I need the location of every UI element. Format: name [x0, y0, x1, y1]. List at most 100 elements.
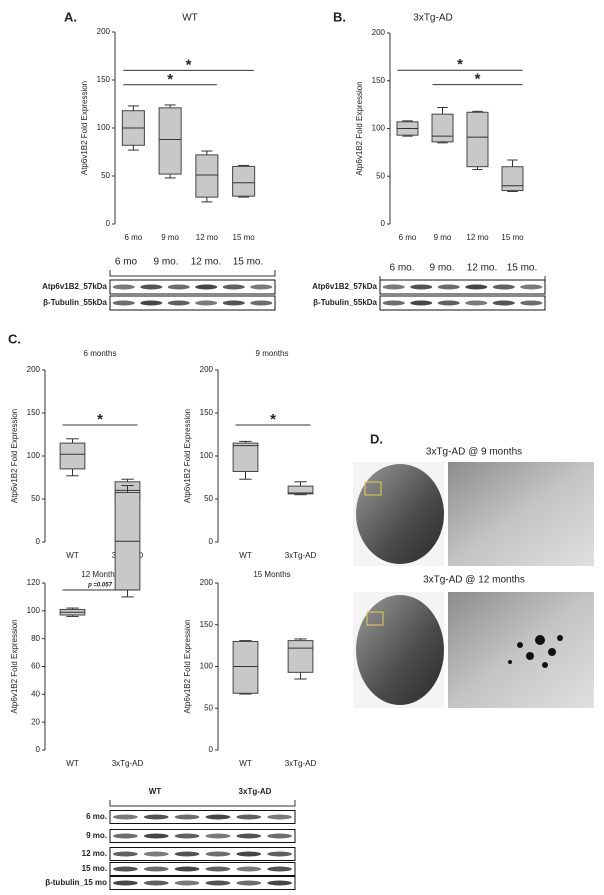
blot-band — [410, 300, 433, 306]
blot-band — [113, 833, 138, 839]
significance-label: * — [186, 56, 192, 73]
blot-band — [250, 300, 273, 306]
blot-band — [267, 880, 292, 886]
y-tick-label: 150 — [372, 76, 386, 85]
blot-band — [437, 300, 460, 306]
y-tick-label: 0 — [381, 219, 386, 228]
lane-label: 15 mo. — [507, 263, 538, 274]
y-tick-label: 150 — [97, 75, 111, 84]
blot-band — [143, 851, 169, 857]
blot-strip — [109, 829, 296, 843]
x-tick-label: 15 mo — [501, 233, 524, 242]
y-tick-label: 100 — [372, 124, 386, 133]
row-label: 12 mo. — [82, 849, 107, 858]
blot-band — [465, 284, 488, 290]
zoom-image — [448, 462, 594, 566]
y-tick-label: 0 — [106, 219, 111, 228]
y-tick-label: 200 — [200, 365, 214, 374]
box — [59, 442, 86, 470]
blot-strip — [109, 810, 296, 824]
blot-band — [267, 814, 292, 820]
y-tick-label: 80 — [31, 634, 40, 643]
panel-label: B. — [333, 9, 346, 24]
y-tick-label: 150 — [27, 408, 41, 417]
x-tick-label: 6 mo — [124, 233, 142, 242]
x-tick-label: WT — [239, 551, 252, 560]
significance-label: p =0.057 — [87, 583, 113, 589]
blot-band — [195, 284, 218, 290]
blot-band — [236, 866, 262, 872]
box — [466, 111, 489, 168]
x-tick-label: 6 mo — [399, 233, 417, 242]
box — [501, 166, 524, 192]
blot-band — [382, 300, 405, 306]
blot-band — [143, 833, 169, 839]
box — [232, 442, 259, 472]
blot-band — [167, 300, 190, 306]
blot-band — [222, 284, 245, 290]
significance-label: * — [457, 56, 463, 73]
image-title: 3xTg-AD @ 9 months — [426, 447, 522, 458]
lane-label: 6 mo — [115, 257, 138, 268]
box — [158, 107, 182, 175]
row-label: 15 mo. — [82, 864, 107, 873]
y-axis-label: Atp6v1B2 Fold Expression — [183, 409, 192, 503]
blot-band — [195, 300, 218, 306]
lane-label: 9 mo. — [153, 257, 178, 268]
row-label: 9 mo. — [86, 831, 107, 840]
panel-label: D. — [370, 431, 383, 446]
x-tick-label: WT — [66, 551, 79, 560]
blot-band — [410, 284, 433, 290]
x-tick-label: 15 mo — [233, 233, 256, 242]
lane-bracket — [109, 800, 296, 807]
blot-band — [205, 814, 231, 820]
y-tick-label: 50 — [376, 171, 385, 180]
x-tick-label: 12 mo — [196, 233, 219, 242]
blot-band — [143, 866, 169, 872]
significance-label: * — [167, 71, 173, 88]
blot-band — [112, 300, 135, 306]
x-tick-label: WT — [66, 759, 79, 768]
blot-band — [140, 300, 163, 306]
blot-band — [174, 880, 200, 886]
y-axis-label: Atp6v1B2 Fold Expression — [183, 619, 192, 713]
y-tick-label: 40 — [31, 689, 40, 698]
blot-band — [520, 284, 543, 290]
blot-band — [113, 851, 138, 857]
x-tick-label: 3xTg-AD — [285, 551, 317, 560]
y-axis-label: Atp6v1B2 Fold Expression — [355, 81, 364, 175]
blot-band — [113, 880, 138, 886]
blot-band — [174, 851, 200, 857]
y-axis-label: Atp6v1B2 Fold Expression — [10, 409, 19, 503]
blot-band — [113, 814, 138, 820]
y-tick-label: 50 — [101, 171, 110, 180]
blot-band — [205, 851, 231, 857]
y-tick-label: 120 — [27, 578, 41, 587]
x-tick-label: 12 mo — [466, 233, 489, 242]
blot-strip — [109, 295, 276, 311]
box — [195, 154, 219, 198]
blot-band — [113, 866, 138, 872]
y-tick-label: 150 — [200, 408, 214, 417]
brain-section — [356, 595, 444, 705]
blot-band — [236, 880, 262, 886]
box — [287, 485, 314, 495]
significance-label: * — [97, 411, 103, 428]
y-tick-label: 50 — [31, 494, 40, 503]
lane-label: 12 mo. — [467, 263, 498, 274]
y-tick-label: 50 — [204, 494, 213, 503]
chart-title: 3xTg-AD — [413, 13, 452, 24]
y-tick-label: 100 — [27, 451, 41, 460]
y-tick-label: 200 — [97, 27, 111, 36]
brain-section — [356, 464, 444, 564]
blot-strip — [109, 847, 296, 861]
blot-band — [205, 880, 231, 886]
blot-strip — [379, 279, 546, 295]
blot-band — [222, 300, 245, 306]
y-tick-label: 100 — [200, 451, 214, 460]
significance-label: * — [270, 411, 276, 428]
x-tick-label: 9 mo — [434, 233, 452, 242]
zoom-box — [366, 611, 384, 626]
lane-label: 6 mo. — [389, 263, 414, 274]
